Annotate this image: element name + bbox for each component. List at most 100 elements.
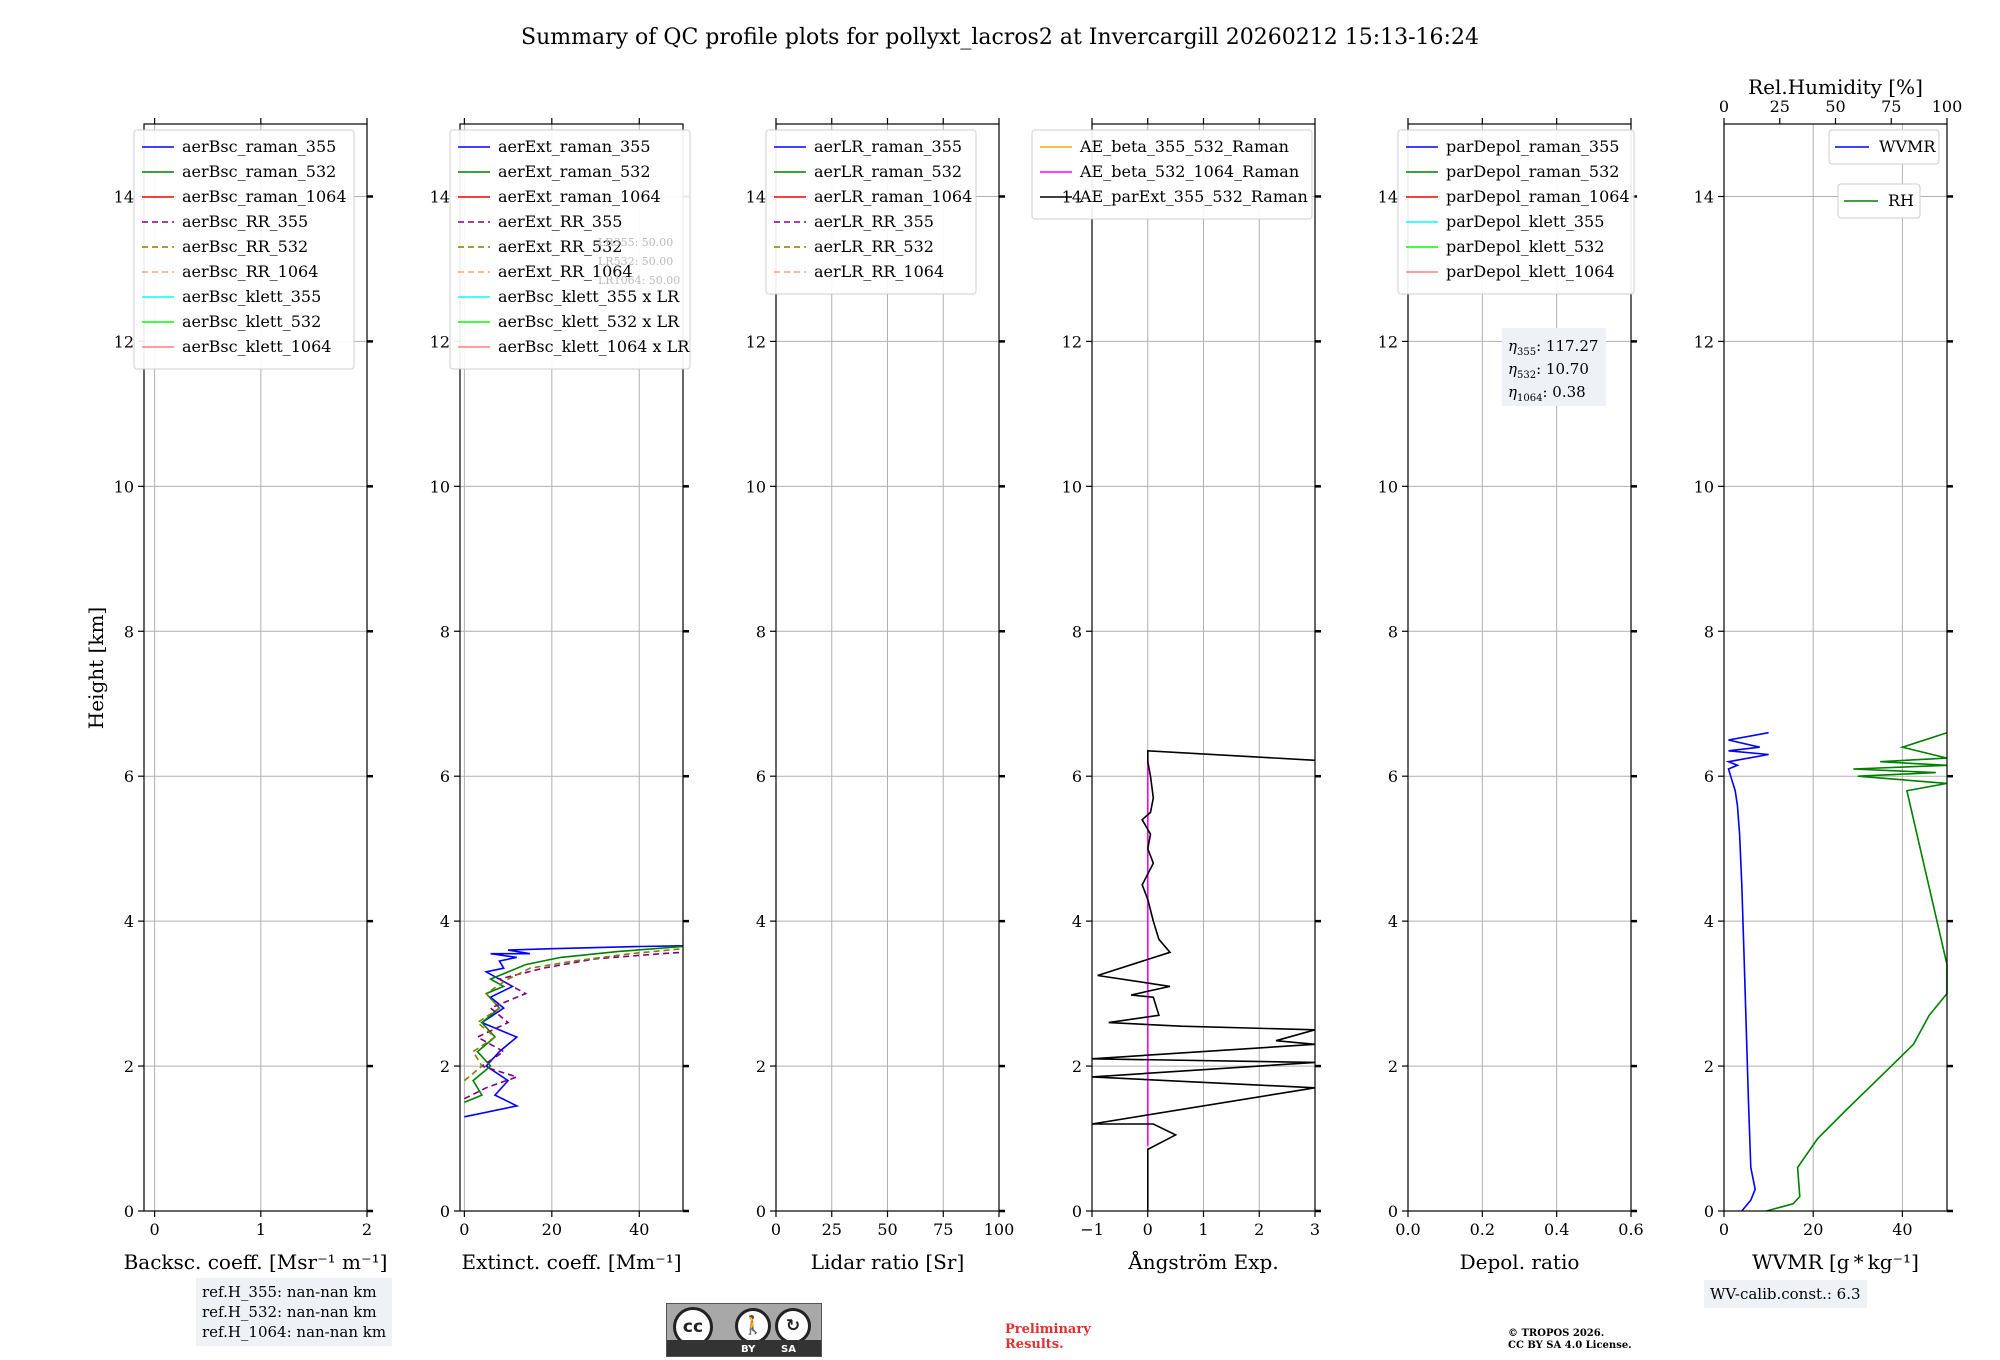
y-tick-label: 14 bbox=[746, 187, 766, 206]
panel-lr bbox=[765, 118, 1005, 1217]
x-axis-label-bsc: Backsc. coeff. [Msr⁻¹ m⁻¹] bbox=[124, 1250, 388, 1274]
x-tick-label: 0.6 bbox=[1618, 1220, 1643, 1239]
cc-by-label: BY bbox=[741, 1344, 756, 1355]
x-tick-label: 75 bbox=[933, 1220, 953, 1239]
y-tick-label: 2 bbox=[440, 1057, 450, 1076]
y-axis-label: Height [km] bbox=[84, 607, 108, 729]
y-tick-label: 10 bbox=[746, 477, 766, 496]
y-tick-label: 0 bbox=[440, 1202, 450, 1221]
y-tick-label: 14 bbox=[114, 187, 134, 206]
ref-height-1064: ref.H_1064: nan-nan km bbox=[202, 1323, 387, 1341]
legend-label-dep: parDepol_raman_355 bbox=[1446, 137, 1619, 156]
y-tick-label: 10 bbox=[114, 477, 134, 496]
legend-label-ext: aerBsc_klett_1064 x LR bbox=[498, 337, 690, 356]
series-line-aerExt_raman_355 bbox=[464, 945, 684, 1118]
legend-label-ext: aerExt_RR_532 bbox=[498, 237, 622, 256]
top-x-tick-label: 75 bbox=[1881, 97, 1901, 116]
panel-ext bbox=[449, 118, 691, 1217]
panel-bsc bbox=[133, 118, 373, 1217]
y-tick-label: 12 bbox=[1694, 332, 1714, 351]
x-tick-label: 0 bbox=[459, 1220, 469, 1239]
legend-label-bsc: aerBsc_RR_532 bbox=[182, 237, 308, 256]
legend-label-rh: RH bbox=[1888, 191, 1914, 210]
legend-box-wv bbox=[1828, 129, 1940, 165]
y-tick-label: 6 bbox=[1072, 767, 1082, 786]
top-x-tick-label: 25 bbox=[1770, 97, 1790, 116]
y-tick-label: 12 bbox=[746, 332, 766, 351]
x-axis-label-dep: Depol. ratio bbox=[1460, 1250, 1580, 1274]
x-tick-label: 1 bbox=[256, 1220, 266, 1239]
legend-label-lr: aerLR_raman_355 bbox=[814, 137, 962, 156]
y-tick-label: 4 bbox=[1388, 912, 1398, 931]
legend-label-dep: parDepol_raman_532 bbox=[1446, 162, 1619, 181]
legend-label-bsc: aerBsc_klett_532 bbox=[182, 312, 321, 331]
y-tick-label: 4 bbox=[1072, 912, 1082, 931]
legend-label-lr: aerLR_RR_355 bbox=[814, 212, 934, 231]
top-x-tick-label: 50 bbox=[1825, 97, 1845, 116]
y-tick-label: 6 bbox=[1704, 767, 1714, 786]
x-tick-label: 0.4 bbox=[1544, 1220, 1569, 1239]
y-tick-label: 2 bbox=[756, 1057, 766, 1076]
series-line-aerExt_RR_532 bbox=[463, 947, 684, 1082]
preliminary-line-1: Preliminary bbox=[1005, 1322, 1091, 1337]
x-tick-label: −1 bbox=[1080, 1220, 1104, 1239]
y-tick-label: 0 bbox=[1704, 1202, 1714, 1221]
y-tick-label: 6 bbox=[756, 767, 766, 786]
top-axis-label: Rel.Humidity [%] bbox=[1748, 75, 1923, 99]
eta-label-532: η532: 10.70 bbox=[1508, 360, 1589, 381]
legend-label-ext: aerExt_raman_355 bbox=[498, 137, 651, 156]
y-tick-label: 8 bbox=[1388, 622, 1398, 641]
legend-label-ae: AE_beta_355_532_Raman bbox=[1079, 137, 1289, 156]
wv-calibration-box: WV-calib.const.: 6.3 bbox=[1704, 1280, 1867, 1308]
eta-box bbox=[1502, 328, 1606, 406]
y-tick-label: 10 bbox=[1062, 477, 1082, 496]
legend-box-bsc bbox=[133, 129, 355, 370]
legend-label-bsc: aerBsc_raman_1064 bbox=[182, 187, 347, 206]
series-line-aerExt_RR_355 bbox=[464, 951, 684, 1100]
eta-label-1064: η1064: 0.38 bbox=[1508, 383, 1586, 404]
panel-dep bbox=[1397, 118, 1637, 1217]
x-tick-label: 0.2 bbox=[1470, 1220, 1495, 1239]
x-tick-label: 3 bbox=[1310, 1220, 1320, 1239]
axes-frame-wv bbox=[1723, 123, 1948, 1212]
preliminary-note: Preliminary Results. bbox=[1005, 1322, 1091, 1352]
reference-heights-box: ref.H_355: nan-nan km ref.H_532: nan-nan… bbox=[196, 1278, 393, 1346]
ref-height-355: ref.H_355: nan-nan km bbox=[202, 1283, 377, 1301]
x-axis-label-lr: Lidar ratio [Sr] bbox=[811, 1250, 965, 1274]
legend-box-rh bbox=[1837, 183, 1921, 219]
legend-label-ext: aerExt_RR_355 bbox=[498, 212, 622, 231]
copyright-line-2: CC BY SA 4.0 License. bbox=[1508, 1340, 1632, 1351]
cc-license-badge: cc 🚶 ↻ BY SA bbox=[666, 1303, 822, 1357]
legend-label-ext: aerExt_RR_1064 bbox=[498, 262, 633, 281]
y-tick-label: 8 bbox=[1072, 622, 1082, 641]
legend-label-ae: AE_beta_532_1064_Raman bbox=[1079, 162, 1299, 181]
y-tick-label: 0 bbox=[124, 1202, 134, 1221]
y-tick-label: 4 bbox=[1704, 912, 1714, 931]
x-tick-label: 0 bbox=[771, 1220, 781, 1239]
lr-value-label: LR1064: 50.00 bbox=[598, 274, 680, 287]
x-tick-label: 100 bbox=[984, 1220, 1015, 1239]
legend-label-ext: aerBsc_klett_532 x LR bbox=[498, 312, 680, 331]
legend-box-ext bbox=[449, 129, 691, 370]
x-tick-label: 25 bbox=[822, 1220, 842, 1239]
x-tick-label: 50 bbox=[877, 1220, 897, 1239]
y-tick-label: 14 bbox=[430, 187, 450, 206]
x-tick-label: 2 bbox=[1254, 1220, 1264, 1239]
copyright-line-1: © TROPOS 2026. bbox=[1508, 1328, 1605, 1339]
y-tick-label: 12 bbox=[1378, 332, 1398, 351]
panel-wv bbox=[1718, 118, 1953, 1217]
x-tick-label: 20 bbox=[542, 1220, 562, 1239]
series-line-RH bbox=[1766, 731, 1948, 1212]
y-tick-label: 0 bbox=[1072, 1202, 1082, 1221]
x-tick-label: 0 bbox=[1719, 1220, 1729, 1239]
legend-label-wvmr: WVMR bbox=[1879, 137, 1936, 156]
y-tick-label: 8 bbox=[124, 622, 134, 641]
top-x-tick-label: 0 bbox=[1719, 97, 1729, 116]
ref-height-532: ref.H_532: nan-nan km bbox=[202, 1303, 377, 1321]
y-tick-label: 6 bbox=[440, 767, 450, 786]
y-tick-label: 6 bbox=[124, 767, 134, 786]
x-tick-label: 40 bbox=[1892, 1220, 1912, 1239]
legend-label-bsc: aerBsc_raman_532 bbox=[182, 162, 336, 181]
y-tick-label: 14 bbox=[1378, 187, 1398, 206]
y-tick-label: 8 bbox=[756, 622, 766, 641]
